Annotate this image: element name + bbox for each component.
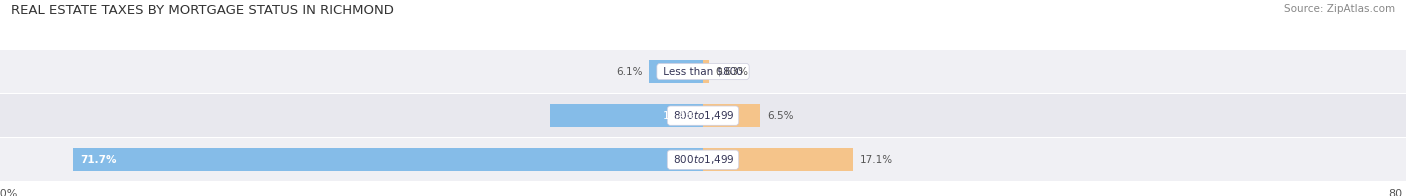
Bar [650,60,703,83]
Bar [0,50,1406,93]
Bar [703,148,853,171]
Text: $800 to $1,499: $800 to $1,499 [671,109,735,122]
Text: 6.5%: 6.5% [768,111,793,121]
Bar [0,94,1406,137]
Bar [73,148,703,171]
Bar [703,60,709,83]
Text: 71.7%: 71.7% [80,155,117,165]
Text: 6.1%: 6.1% [616,66,643,77]
Text: REAL ESTATE TAXES BY MORTGAGE STATUS IN RICHMOND: REAL ESTATE TAXES BY MORTGAGE STATUS IN … [11,4,394,17]
Bar [0,138,1406,181]
Bar [703,104,761,127]
Text: $800 to $1,499: $800 to $1,499 [671,153,735,166]
Text: 0.63%: 0.63% [716,66,748,77]
Text: 17.4%: 17.4% [662,111,696,121]
Text: Less than $800: Less than $800 [659,66,747,77]
Text: Source: ZipAtlas.com: Source: ZipAtlas.com [1284,4,1395,14]
Text: 17.1%: 17.1% [860,155,893,165]
Bar [550,104,703,127]
